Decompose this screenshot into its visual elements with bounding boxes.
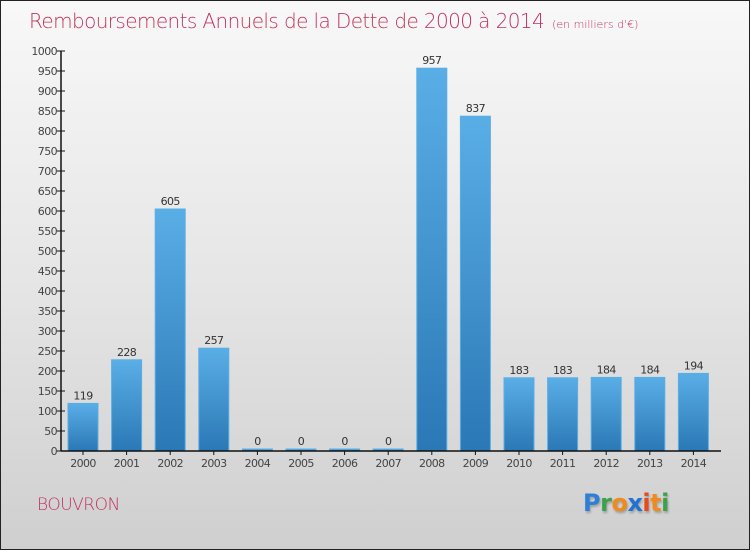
logo-letter: o [611, 489, 628, 517]
y-tick-label: 950 [38, 65, 58, 78]
value-label-2000: 119 [73, 389, 93, 402]
value-label-2010: 183 [509, 364, 529, 377]
y-tick-label: 500 [38, 245, 58, 258]
value-label-2011: 183 [553, 364, 573, 377]
y-tick-label: 700 [38, 165, 58, 178]
x-tick-label-2001: 2001 [114, 457, 140, 470]
value-label-2009: 837 [466, 102, 486, 115]
y-tick-label: 250 [38, 345, 58, 358]
value-label-2005: 0 [298, 435, 305, 448]
value-label-2001: 228 [117, 346, 137, 359]
y-tick-label: 850 [38, 105, 58, 118]
logo-letter: x [627, 489, 643, 517]
y-tick-label: 100 [38, 405, 58, 418]
x-tick-label-2010: 2010 [506, 457, 532, 470]
bar-2013 [634, 376, 666, 452]
y-axis: 0 50 100 150 200 250 300 350 400 450 500 550 600 650 7… [31, 45, 65, 458]
x-tick-label-2003: 2003 [201, 457, 227, 470]
bar-2000 [67, 402, 99, 452]
value-label-2007: 0 [385, 435, 392, 448]
y-tick-label: 0 [51, 445, 58, 458]
x-tick-label-2000: 2000 [70, 457, 96, 470]
value-label-2004: 0 [254, 435, 261, 448]
y-tick-label: 650 [38, 185, 58, 198]
value-label-2012: 184 [597, 363, 617, 376]
bar-2014 [677, 372, 709, 452]
y-tick-label: 200 [38, 365, 58, 378]
x-tick-label-2006: 2006 [332, 457, 358, 470]
chart-unit-note: (en milliers d'€) [552, 18, 639, 31]
y-tick-label: 300 [38, 325, 58, 338]
bar-2010 [503, 377, 535, 452]
y-tick-label: 750 [38, 145, 58, 158]
proxiti-logo[interactable]: Proxiti [583, 489, 669, 517]
x-tick-label-2007: 2007 [375, 457, 401, 470]
x-tick-label-2004: 2004 [245, 457, 271, 470]
bar-2009 [459, 115, 491, 452]
chart-title: Remboursements Annuels de la Dette de 20… [29, 9, 638, 33]
logo-letter: r [600, 489, 612, 517]
bars: 119 228 605 257 0 0 0 0 957 837 183 183 184 184 194 [67, 54, 709, 452]
x-tick-label-2005: 2005 [288, 457, 314, 470]
x-axis: 2000 2001 2002 2003 2004 2005 2006 2007 2008 2009… [61, 450, 721, 470]
y-tick-label: 450 [38, 265, 58, 278]
x-tick-label-2012: 2012 [593, 457, 619, 470]
bar-2001 [111, 359, 143, 452]
bar-2003 [198, 347, 230, 452]
y-tick-label: 50 [44, 425, 57, 438]
bar-2002 [154, 208, 186, 452]
value-label-2006: 0 [341, 435, 348, 448]
y-tick-label: 1000 [31, 45, 57, 58]
y-tick-label: 900 [38, 85, 58, 98]
bar-2012 [590, 376, 622, 452]
y-tick-label: 150 [38, 385, 58, 398]
y-tick-label: 350 [38, 305, 58, 318]
x-tick-label-2013: 2013 [637, 457, 663, 470]
value-label-2002: 605 [161, 195, 181, 208]
y-tick-label: 600 [38, 205, 58, 218]
logo-letter: i [642, 489, 651, 517]
x-tick-label-2002: 2002 [157, 457, 183, 470]
y-tick-label: 400 [38, 285, 58, 298]
logo-letter: t [650, 489, 662, 517]
y-tick-label: 550 [38, 225, 58, 238]
x-tick-label-2009: 2009 [463, 457, 489, 470]
bar-2008 [416, 67, 448, 452]
x-tick-label-2008: 2008 [419, 457, 445, 470]
logo-letter: P [583, 489, 601, 517]
chart-title-text: Remboursements Annuels de la Dette de 20… [29, 9, 545, 33]
logo-letter: i [661, 489, 669, 517]
value-label-2013: 184 [640, 363, 660, 376]
y-tick-label: 800 [38, 125, 58, 138]
value-label-2014: 194 [684, 359, 704, 372]
x-tick-label-2011: 2011 [550, 457, 576, 470]
value-label-2003: 257 [204, 334, 224, 347]
x-tick-label-2014: 2014 [681, 457, 707, 470]
value-label-2008: 957 [422, 54, 442, 67]
commune-name: BOUVRON [37, 495, 120, 515]
bar-2011 [547, 377, 579, 452]
